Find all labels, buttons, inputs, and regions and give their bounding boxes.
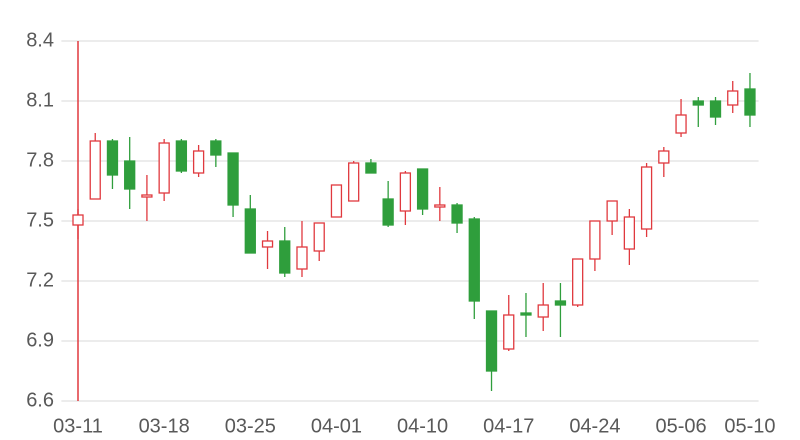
candle-body (554, 300, 567, 306)
candle-body (365, 162, 377, 174)
x-tick-label: 03-25 (225, 415, 276, 437)
candle-body (503, 314, 515, 350)
candle-body (106, 140, 119, 176)
candle-body (261, 240, 274, 248)
candle-body (192, 150, 205, 174)
candle-body (623, 216, 636, 250)
y-tick-label: 8.1 (26, 89, 54, 111)
x-tick-label: 03-18 (139, 415, 190, 437)
candle-body (468, 218, 480, 302)
candle-body (330, 184, 343, 218)
x-tick-label: 05-10 (724, 415, 775, 437)
candle-body (485, 310, 498, 372)
candle-body (589, 220, 601, 260)
y-tick-label: 7.2 (26, 269, 54, 291)
y-tick-label: 8.4 (26, 29, 54, 51)
y-tick-label: 7.8 (26, 149, 54, 171)
candle-body (537, 304, 549, 318)
candle-body (675, 114, 687, 134)
candle-body (434, 204, 446, 208)
candle-body (348, 162, 360, 202)
candle-body (382, 198, 394, 226)
candle-body (520, 312, 532, 316)
candle-body (279, 240, 291, 274)
candle-body (158, 142, 170, 194)
x-tick-label: 04-10 (397, 415, 448, 437)
candle-body (210, 140, 222, 156)
candle-body (141, 194, 153, 198)
candle-body (606, 200, 618, 222)
candle-body (709, 100, 722, 118)
candle-body (744, 88, 756, 116)
x-tick-label: 05-06 (655, 415, 706, 437)
candle-body (72, 214, 84, 226)
x-tick-label: 04-24 (569, 415, 620, 437)
y-tick-label: 6.9 (26, 329, 54, 351)
candle-body (244, 208, 256, 254)
x-tick-label: 04-01 (311, 415, 362, 437)
x-tick-label: 03-11 (53, 415, 103, 437)
candle-body (227, 152, 239, 206)
candle-body (89, 140, 101, 200)
y-tick-label: 6.6 (26, 389, 54, 411)
y-tick-label: 7.5 (26, 209, 54, 231)
candle-body (175, 140, 188, 172)
candle-body (692, 100, 704, 106)
candle-body (658, 150, 670, 164)
candle-body (451, 204, 463, 224)
candle-body (313, 222, 325, 252)
candle-body (399, 172, 412, 212)
x-tick-label: 04-17 (483, 415, 534, 437)
candle-body (640, 166, 653, 230)
candle-body (572, 258, 584, 306)
candle-body (416, 168, 429, 210)
candle-body (727, 90, 739, 106)
candle-body (124, 160, 136, 190)
candle-body (296, 246, 308, 270)
